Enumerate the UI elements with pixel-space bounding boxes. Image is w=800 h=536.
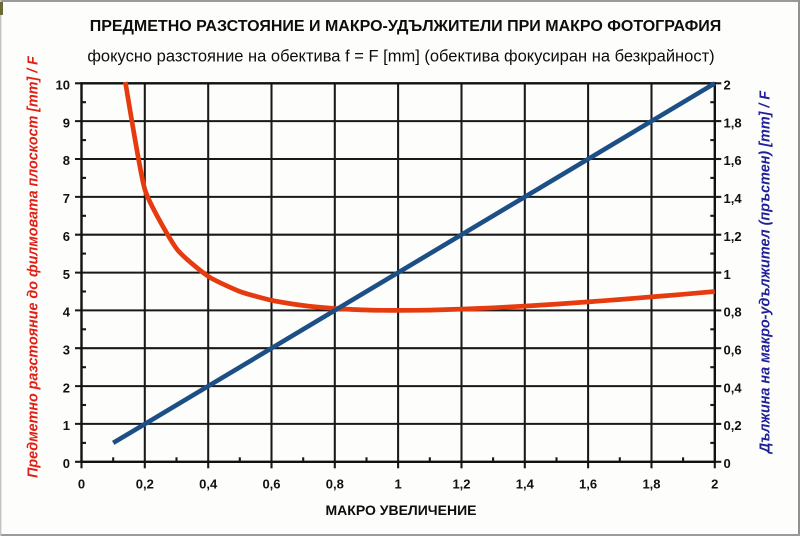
svg-text:0: 0 xyxy=(724,456,731,471)
svg-text:0,4: 0,4 xyxy=(199,476,218,491)
svg-text:1: 1 xyxy=(63,418,70,433)
svg-text:МАКРО УВЕЛИЧЕНИЕ: МАКРО УВЕЛИЧЕНИЕ xyxy=(326,502,477,518)
svg-text:1,2: 1,2 xyxy=(452,476,470,491)
svg-text:2: 2 xyxy=(63,380,70,395)
svg-text:5: 5 xyxy=(63,267,70,282)
svg-text:0,2: 0,2 xyxy=(724,418,742,433)
svg-text:Предметно разстояние до филмов: Предметно разстояние до филмовата плоско… xyxy=(26,55,42,478)
svg-text:0,8: 0,8 xyxy=(724,305,742,320)
svg-text:1,6: 1,6 xyxy=(724,153,742,168)
svg-text:3: 3 xyxy=(63,342,70,357)
svg-text:1,6: 1,6 xyxy=(579,476,597,491)
svg-text:Дължина на макро-удължител (пр: Дължина на макро-удължител (пръстен) [mm… xyxy=(758,90,774,456)
svg-text:1,2: 1,2 xyxy=(724,229,742,244)
svg-text:9: 9 xyxy=(63,115,70,130)
svg-text:0,4: 0,4 xyxy=(724,380,743,395)
svg-text:4: 4 xyxy=(63,305,71,320)
svg-text:фокусно разстояние на обектива: фокусно разстояние на обектива f = F [mm… xyxy=(87,48,714,66)
svg-text:0: 0 xyxy=(78,476,85,491)
svg-text:6: 6 xyxy=(63,229,70,244)
svg-text:2: 2 xyxy=(711,476,718,491)
svg-text:10: 10 xyxy=(56,78,70,93)
svg-text:1,4: 1,4 xyxy=(516,476,535,491)
svg-text:0,8: 0,8 xyxy=(326,476,344,491)
svg-text:8: 8 xyxy=(63,153,70,168)
svg-text:1,8: 1,8 xyxy=(642,476,660,491)
svg-text:1: 1 xyxy=(724,267,731,282)
svg-text:7: 7 xyxy=(63,191,70,206)
svg-text:0,6: 0,6 xyxy=(262,476,280,491)
svg-text:1: 1 xyxy=(394,476,401,491)
svg-text:1,8: 1,8 xyxy=(724,115,742,130)
svg-text:1,4: 1,4 xyxy=(724,191,743,206)
svg-text:2: 2 xyxy=(724,78,731,93)
svg-text:0: 0 xyxy=(63,456,70,471)
svg-text:ПРЕДМЕТНО РАЗСТОЯНИЕ И МАКРО-У: ПРЕДМЕТНО РАЗСТОЯНИЕ И МАКРО-УДЪЛЖИТЕЛИ … xyxy=(90,18,722,35)
svg-text:0,2: 0,2 xyxy=(136,476,154,491)
svg-text:0,6: 0,6 xyxy=(724,342,742,357)
